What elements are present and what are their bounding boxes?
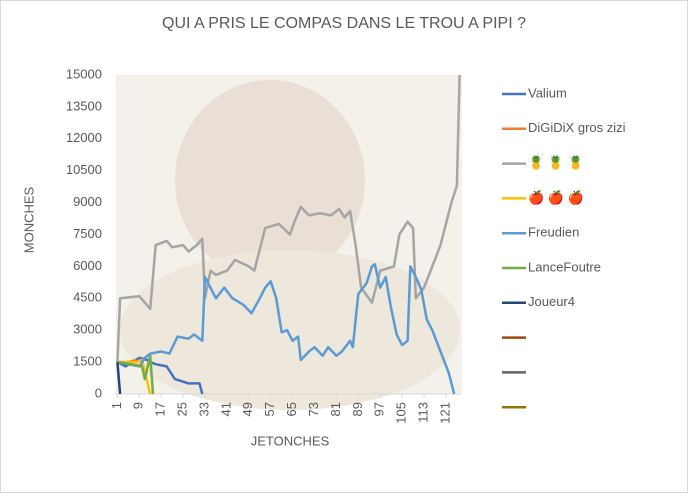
- y-tick-label: 6000: [73, 258, 102, 273]
- y-tick-label: 3000: [73, 322, 102, 337]
- y-axis-label: MONCHES: [21, 186, 36, 253]
- series-line: [117, 354, 155, 395]
- y-tick-label: 13500: [66, 98, 102, 113]
- legend-label: DiGiDiX gros zizi: [528, 120, 626, 135]
- y-tick-label: 1500: [73, 354, 102, 369]
- legend-label: Joueur4: [528, 294, 575, 309]
- x-tick-label: 81: [328, 402, 343, 416]
- chart-title: QUI A PRIS LE COMPAS DANS LE TROU A PIPI…: [162, 15, 526, 32]
- x-tick-label: 121: [437, 402, 452, 424]
- y-tick-label: 12000: [66, 130, 102, 145]
- y-tick-label: 4500: [73, 290, 102, 305]
- y-tick-label: 10500: [66, 162, 102, 177]
- series-line: [116, 361, 122, 395]
- x-tick-label: 49: [240, 402, 255, 416]
- legend-label: Valium: [528, 85, 567, 100]
- x-tick-label: 9: [131, 402, 146, 409]
- legend-label: 🍍 🍍 🍍: [528, 155, 584, 170]
- x-tick-label: 89: [350, 402, 365, 416]
- x-tick-label: 41: [218, 402, 233, 416]
- x-tick-label: 33: [196, 402, 211, 416]
- x-tick-label: 17: [153, 402, 168, 416]
- legend-label: 🍎 🍎 🍎: [528, 189, 584, 205]
- x-tick-label: 73: [306, 402, 321, 416]
- legend-label: Freudien: [528, 225, 579, 240]
- x-tick-label: 1: [109, 402, 124, 409]
- legend-label: LanceFoutre: [528, 259, 601, 274]
- y-tick-label: 7500: [73, 226, 102, 241]
- y-tick-label: 9000: [73, 194, 102, 209]
- y-tick-label: 15000: [66, 66, 102, 81]
- x-tick-label: 105: [394, 402, 409, 424]
- x-tick-label: 65: [284, 402, 299, 416]
- series-line: [117, 263, 456, 395]
- x-tick-label: 97: [372, 402, 387, 416]
- x-tick-label: 113: [415, 402, 430, 423]
- x-axis-label: JETONCHES: [251, 433, 330, 448]
- y-tick-label: 0: [95, 385, 102, 400]
- x-tick-label: 57: [262, 402, 277, 416]
- x-tick-label: 25: [175, 402, 190, 416]
